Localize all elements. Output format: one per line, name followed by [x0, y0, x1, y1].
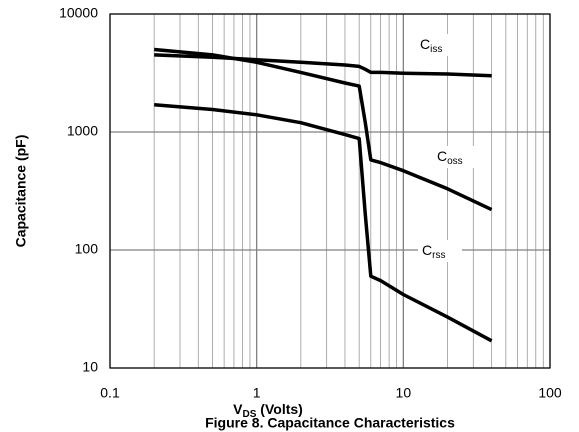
legend-label-bg [416, 34, 460, 56]
x-tick-label: 0.1 [100, 385, 120, 401]
series-label: Ciss [420, 36, 442, 55]
x-tick-label: 100 [538, 385, 562, 401]
series-label-sub: oss [447, 156, 463, 167]
plot-area [110, 14, 550, 368]
series-label-main: C [437, 148, 447, 164]
y-tick-label: 1000 [67, 123, 98, 139]
y-tick-label: 10 [82, 359, 98, 375]
x-tick-label: 1 [253, 385, 261, 401]
series-label-main: C [420, 36, 430, 52]
legend-label-bg [433, 146, 477, 168]
series-label-sub: iss [430, 44, 442, 55]
x-axis-label-sub: DS [243, 409, 257, 420]
x-axis-label-main: V [233, 401, 243, 417]
x-axis-label-rest: (Volts) [256, 401, 302, 417]
chart-title: Figure 8. Capacitance Characteristics [205, 415, 455, 431]
series-line [154, 103, 493, 343]
series-label: Coss [437, 148, 463, 167]
y-tick-label: 10000 [59, 5, 98, 21]
series-label-main: C [422, 242, 432, 258]
plot-border [109, 13, 551, 369]
x-tick-label: 10 [396, 385, 412, 401]
series-label-sub: rss [432, 250, 445, 261]
x-axis-label: VDS (Volts) [233, 401, 303, 420]
y-axis-label: Capacitance (pF) [13, 135, 29, 248]
series-line [154, 47, 493, 212]
series-label: Crss [422, 242, 445, 261]
y-tick-label: 100 [75, 241, 99, 257]
legend-label-bg [418, 240, 462, 262]
